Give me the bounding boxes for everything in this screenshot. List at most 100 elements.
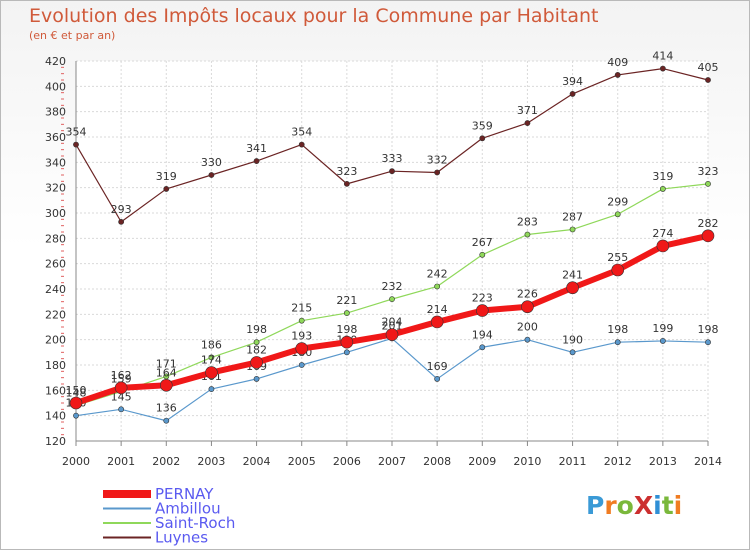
- data-label-pernay: 198: [336, 323, 357, 336]
- data-label-saint-roch: 323: [698, 165, 719, 178]
- data-point-ambillou: [614, 339, 621, 346]
- data-point-ambillou: [208, 386, 215, 392]
- data-label-pernay: 162: [111, 369, 132, 382]
- data-label-saint-roch: 221: [336, 294, 357, 307]
- data-point-luynes: [163, 186, 170, 192]
- data-point-luynes: [434, 169, 441, 176]
- y-tick-label: 400: [45, 80, 66, 93]
- data-point-luynes: [208, 172, 215, 178]
- chart-title: Evolution des Impôts locaux pour la Comm…: [29, 5, 599, 27]
- data-point-luynes: [479, 135, 486, 142]
- data-label-pernay: 226: [517, 288, 538, 301]
- data-label-pernay: 193: [291, 330, 312, 343]
- data-point-pernay: [385, 328, 399, 341]
- y-tick-label: 320: [45, 182, 66, 195]
- data-point-saint-roch: [434, 283, 441, 290]
- data-point-luynes: [253, 158, 260, 164]
- data-point-luynes: [569, 91, 576, 97]
- data-label-luynes: 319: [156, 170, 177, 183]
- data-point-ambillou: [163, 417, 170, 424]
- data-point-saint-roch: [705, 180, 711, 187]
- data-point-pernay: [340, 335, 354, 349]
- data-label-saint-roch: 319: [652, 170, 673, 183]
- data-point-luynes: [659, 65, 666, 72]
- data-label-luynes: 332: [427, 153, 448, 166]
- series-luynes: 354 293 319 330 341 354 323 333 332 359 371 394 409 4…: [66, 50, 719, 225]
- data-label-saint-roch: 267: [472, 236, 493, 249]
- data-label-luynes: 405: [698, 61, 719, 74]
- y-tick-label: 120: [45, 435, 66, 448]
- y-tick-label: 380: [45, 106, 66, 119]
- data-point-pernay: [701, 229, 715, 243]
- chart-subtitle: (en € et par an): [29, 29, 116, 42]
- y-tick-label: 300: [45, 207, 66, 220]
- data-point-saint-roch: [343, 310, 350, 316]
- data-label-ambillou: 201: [382, 319, 403, 332]
- data-label-luynes: 371: [517, 104, 538, 117]
- logo-letter: i: [653, 491, 662, 520]
- data-point-saint-roch: [253, 339, 260, 346]
- data-point-saint-roch: [208, 354, 215, 361]
- data-point-ambillou: [524, 336, 531, 343]
- data-point-pernay: [114, 381, 128, 395]
- data-label-pernay: 164: [156, 366, 177, 379]
- x-tick-label: 2004: [243, 455, 271, 468]
- data-label-pernay: 274: [652, 227, 673, 240]
- data-label-pernay: 150: [66, 384, 87, 397]
- x-tick-label: 2001: [107, 455, 135, 468]
- x-tick-label: 2012: [604, 455, 632, 468]
- data-point-ambillou: [118, 406, 125, 413]
- y-tick-label: 220: [45, 308, 66, 321]
- data-label-ambillou: 194: [472, 328, 493, 341]
- data-label-luynes: 414: [652, 50, 673, 63]
- data-label-pernay: 223: [472, 292, 493, 305]
- y-tick-label: 200: [45, 334, 66, 347]
- data-point-luynes: [343, 180, 350, 187]
- data-label-pernay: 174: [201, 354, 222, 367]
- data-label-ambillou: 136: [156, 402, 177, 415]
- x-tick-label: 2003: [197, 455, 225, 468]
- data-label-saint-roch: 198: [246, 323, 267, 336]
- x-tick-label: 2014: [694, 455, 722, 468]
- logo-letter: o: [616, 491, 634, 520]
- data-label-luynes: 333: [382, 152, 403, 165]
- data-label-saint-roch: 159: [111, 373, 132, 386]
- data-point-ambillou: [569, 349, 576, 356]
- data-point-saint-roch: [479, 251, 486, 258]
- data-label-pernay: 182: [246, 343, 267, 356]
- data-label-luynes: 409: [607, 56, 628, 69]
- x-tick-label: 2011: [559, 455, 587, 468]
- data-label-pernay: 214: [427, 303, 448, 316]
- x-tick-label: 2009: [468, 455, 496, 468]
- data-point-pernay: [295, 342, 309, 355]
- data-label-saint-roch: 287: [562, 210, 583, 223]
- logo-letter: i: [673, 491, 683, 520]
- data-label-pernay: 255: [607, 251, 628, 264]
- data-point-luynes: [118, 218, 125, 225]
- data-point-saint-roch: [614, 211, 621, 218]
- data-point-ambillou: [434, 376, 441, 382]
- data-label-saint-roch: 242: [427, 267, 448, 280]
- data-point-pernay: [611, 263, 625, 277]
- y-tick-label: 180: [45, 359, 66, 372]
- data-point-ambillou: [73, 412, 79, 419]
- data-point-pernay: [430, 315, 444, 329]
- data-point-ambillou: [298, 362, 305, 368]
- proxiti-logo[interactable]: ProXiti: [586, 491, 682, 520]
- data-label-saint-roch: 148: [66, 387, 87, 400]
- y-tick-label: 160: [45, 384, 66, 397]
- x-tick-label: 2007: [378, 455, 406, 468]
- data-point-saint-roch: [389, 296, 395, 303]
- data-point-luynes: [389, 168, 395, 175]
- data-point-luynes: [705, 77, 711, 83]
- data-point-ambillou: [253, 376, 260, 382]
- y-tick-label: 140: [45, 410, 66, 423]
- x-tick-label: 2010: [513, 455, 541, 468]
- data-point-pernay: [69, 396, 83, 410]
- data-point-luynes: [73, 141, 79, 148]
- data-label-luynes: 330: [201, 156, 222, 169]
- legend-label-luynes: Luynes: [155, 529, 208, 547]
- x-tick-label: 2013: [649, 455, 677, 468]
- data-point-pernay: [205, 366, 218, 379]
